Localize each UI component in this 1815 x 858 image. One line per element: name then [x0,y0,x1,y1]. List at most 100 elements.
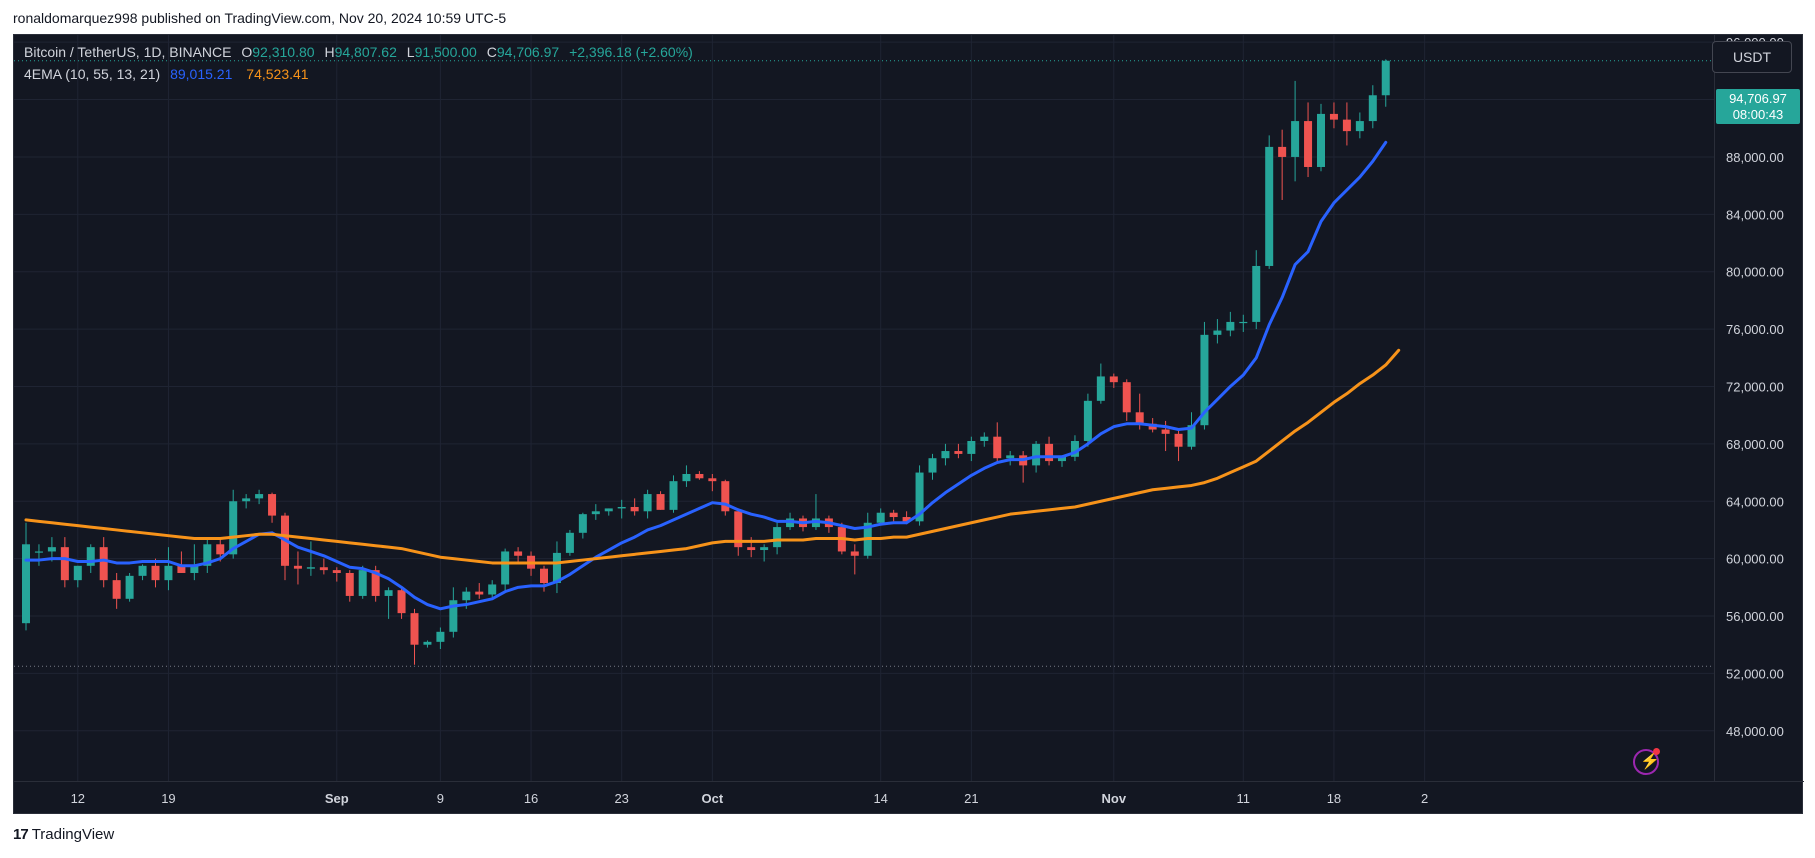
candle [734,508,743,556]
candle [1368,85,1377,129]
candle-body [1329,113,1338,120]
candle-body [669,481,678,510]
reference-lines [14,60,1714,667]
candle-body [604,508,613,512]
candle-body [1368,95,1377,122]
candle [138,564,147,581]
candle [22,522,30,631]
grid-layer [14,35,1714,781]
candle [242,494,251,509]
candle [60,537,69,588]
candle [281,512,289,581]
candle [332,567,341,582]
symbol-label[interactable]: Bitcoin / TetherUS, 1D, BINANCE [24,44,232,60]
bar-countdown: 08:00:43 [1732,107,1784,122]
candle [1355,112,1364,139]
candle-body [876,512,885,523]
price-chart-svg[interactable]: 96,000.0092,000.0088,000.0084,000.0080,0… [14,35,1804,815]
last-price-tag: 94,706.97 08:00:43 [1716,89,1800,124]
candle-body [902,517,911,522]
candle-body [954,451,963,454]
candle-body [397,590,406,614]
indicator-name[interactable]: 4EMA (10, 55, 13, 21) [24,66,161,82]
candle [1174,430,1183,462]
candle-body [1135,412,1144,424]
candle [1239,314,1248,332]
candle [1381,59,1390,107]
brand-name: TradingView [31,826,115,843]
price-axis: 96,000.0092,000.0088,000.0084,000.0080,0… [1726,35,1784,739]
candle-body [306,567,315,569]
candle-body [1278,146,1287,157]
candle-body [177,565,186,573]
candle [928,453,937,480]
candle [604,508,613,516]
lightning-icon[interactable]: ⚡ [1633,748,1660,775]
candle-body [1304,121,1313,167]
candle-body [552,552,561,584]
candle-body [540,568,548,584]
candle [656,491,665,510]
price-tick-label: 60,000.00 [1726,552,1784,567]
candle-body [1213,330,1222,335]
candle [630,498,639,516]
candle-body [436,631,445,642]
candle-body [708,478,717,482]
time-axis-separator [14,781,1804,782]
time-tick-label: Sep [325,791,349,806]
time-tick-label: 18 [1327,791,1341,806]
candle-body [242,498,251,502]
candle [993,422,1002,462]
high-key: H [324,44,335,60]
candle-body [319,567,328,571]
candle-body [630,506,639,512]
indicator-legend: 4EMA (10, 55, 13, 21) 89,015.21 74,523.4… [24,66,309,82]
candle [1122,379,1131,421]
candle [1265,135,1274,269]
price-tick-label: 76,000.00 [1726,322,1784,337]
candle [1096,363,1105,404]
candle-body [216,544,225,555]
candle-body [410,613,419,645]
candle-body [34,551,43,553]
time-tick-label: Oct [702,791,724,806]
candle [1317,103,1325,172]
candle [1109,373,1118,388]
candle [1083,393,1092,447]
candle [682,465,691,487]
candle [941,443,950,466]
candle [514,547,523,562]
candle-body [850,551,859,556]
candle-body [47,547,56,552]
candle [293,551,302,585]
candle [1213,319,1222,344]
price-tick-label: 80,000.00 [1726,265,1784,280]
candle-body [1109,376,1118,383]
candle [268,492,277,523]
notification-dot [1653,748,1660,755]
currency-badge[interactable]: USDT [1712,41,1792,73]
candle-body [1045,443,1054,462]
candle-body [358,570,367,596]
candle [954,443,963,459]
ema-layer [24,140,1401,611]
candle-body [695,473,704,479]
candle-body [773,527,782,548]
tradingview-brand[interactable]: 17 TradingView [13,826,114,843]
candle-body [1252,265,1261,322]
candle-body [190,565,199,573]
price-tick-label: 68,000.00 [1726,437,1784,452]
ema-fast-line [24,140,1388,611]
candle [552,541,561,594]
chart-panel[interactable]: 96,000.0092,000.0088,000.0084,000.0080,0… [13,34,1804,815]
candle [34,544,43,566]
time-tick-label: 23 [614,791,628,806]
bolt-glyph: ⚡ [1640,753,1660,770]
candle [1342,102,1351,146]
candle-body [384,590,393,596]
candle [112,572,121,609]
candle-body [915,472,924,522]
time-tick-label: 21 [964,791,978,806]
candle [86,544,95,573]
candle [1252,250,1261,330]
